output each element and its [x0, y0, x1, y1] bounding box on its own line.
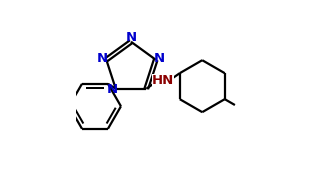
Text: N: N	[107, 83, 118, 96]
Text: N: N	[97, 52, 108, 65]
Text: N: N	[153, 52, 165, 65]
Text: HN: HN	[152, 75, 174, 88]
Text: N: N	[125, 31, 137, 44]
